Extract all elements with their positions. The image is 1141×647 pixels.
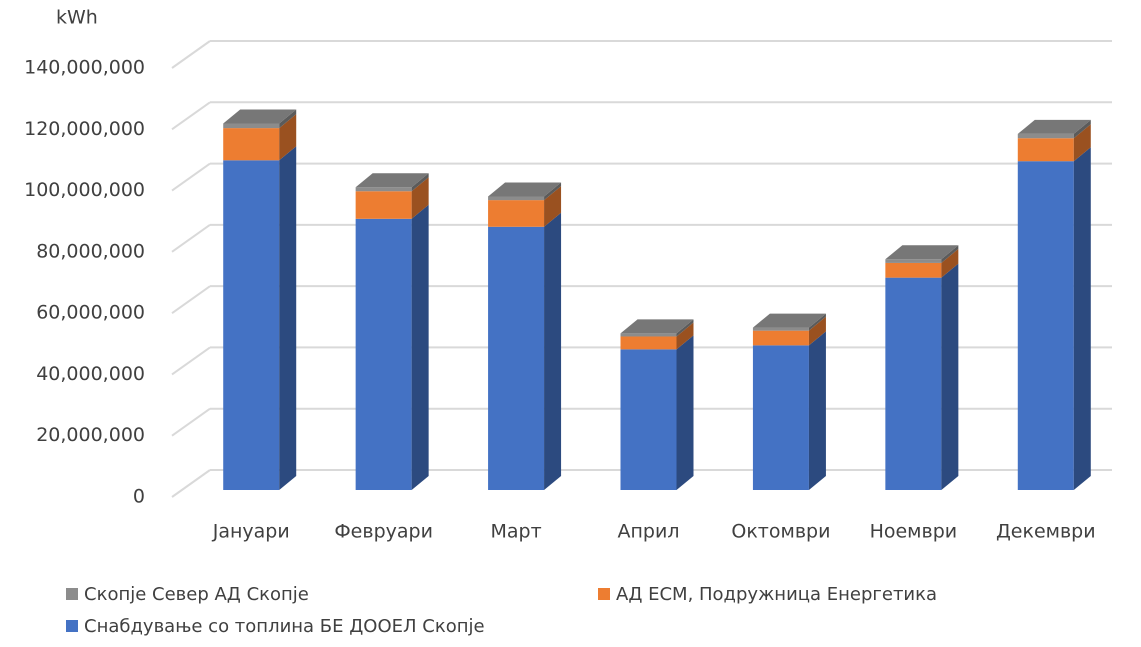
- bar-side: [411, 173, 429, 192]
- bar: [223, 160, 280, 491]
- grid-line: [171, 40, 211, 69]
- bar: [752, 330, 809, 346]
- bar-top: [752, 313, 826, 328]
- bar-side: [676, 322, 694, 350]
- bar: [488, 226, 545, 490]
- y-tick-label: 120,000,000: [24, 118, 145, 140]
- x-tick-label: Декември: [996, 521, 1096, 543]
- legend-label: Снабдување со топлина БЕ ДООЕЛ Скопје: [84, 616, 485, 637]
- grid-line: [171, 407, 211, 437]
- bar-top: [223, 109, 297, 124]
- bar-top: [885, 245, 959, 260]
- bar-side: [808, 313, 826, 331]
- legend-label: АД ЕСМ, Подружница Енергетика: [616, 584, 937, 605]
- bar: [355, 218, 412, 490]
- legend-swatch: [598, 588, 610, 600]
- bar-side: [676, 319, 694, 337]
- bar: [752, 345, 809, 490]
- y-tick-label: 60,000,000: [36, 302, 145, 324]
- bar-side: [279, 109, 297, 129]
- x-tick-label: Јануари: [212, 521, 290, 543]
- bar: [752, 327, 809, 331]
- x-tick-label: Октомври: [731, 521, 830, 543]
- bar: [885, 277, 942, 490]
- bar-top: [488, 182, 562, 197]
- bar-side: [941, 248, 959, 278]
- x-tick-label: Март: [490, 521, 541, 543]
- y-tick-label: 0: [133, 486, 145, 508]
- bar-side: [941, 263, 959, 490]
- bar: [885, 259, 942, 263]
- bar: [488, 196, 545, 201]
- bar: [620, 336, 677, 350]
- y-tick-label: 80,000,000: [36, 240, 145, 262]
- bar: [1017, 161, 1074, 490]
- bar: [1017, 133, 1074, 139]
- bar-side: [544, 212, 562, 490]
- bar-side: [808, 331, 826, 490]
- bar-side: [1073, 147, 1091, 490]
- grid-line: [171, 285, 211, 314]
- grid-line: [171, 346, 211, 376]
- bar: [223, 128, 280, 161]
- bar-top: [1017, 119, 1091, 134]
- bar-side: [544, 186, 562, 227]
- bar: [488, 200, 545, 227]
- bar-side: [411, 177, 429, 219]
- bar-side: [279, 146, 297, 491]
- bar-top: [620, 319, 694, 334]
- legend-swatch: [66, 588, 78, 600]
- grid-line: [171, 101, 211, 131]
- bar: [355, 191, 412, 219]
- bar-side: [676, 335, 694, 490]
- bar: [223, 123, 280, 129]
- bar-side: [1073, 124, 1091, 162]
- grid-line: [171, 469, 211, 498]
- bar: [885, 262, 942, 278]
- bar: [355, 187, 412, 192]
- y-tick-label: 140,000,000: [24, 57, 145, 79]
- bar-side: [411, 204, 429, 490]
- x-tick-label: Ноември: [870, 521, 958, 543]
- y-tick-label: 20,000,000: [36, 424, 145, 446]
- grid-line: [171, 162, 211, 192]
- grid-line: [171, 224, 211, 253]
- legend: Скопје Север АД Скопје АД ЕСМ, Подружниц…: [66, 584, 937, 637]
- legend-swatch: [66, 620, 78, 632]
- bar-side: [279, 114, 297, 161]
- y-tick-label: 40,000,000: [36, 363, 145, 385]
- bar-side: [544, 182, 562, 201]
- x-tick-label: Април: [618, 521, 680, 543]
- bar: [1017, 138, 1074, 162]
- x-tick-label: Февруари: [334, 521, 433, 543]
- bar-side: [941, 245, 959, 263]
- legend-label: Скопје Север АД Скопје: [84, 584, 309, 605]
- y-axis-label: kWh: [56, 7, 98, 29]
- bar-side: [1073, 119, 1091, 139]
- bar-side: [808, 316, 826, 346]
- bar: [620, 333, 677, 337]
- bar: [620, 349, 677, 490]
- bar-top: [355, 173, 429, 188]
- y-tick-label: 100,000,000: [24, 179, 145, 201]
